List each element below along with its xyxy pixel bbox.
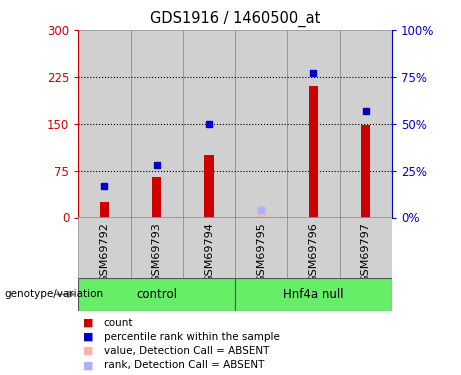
- Bar: [183, 30, 235, 217]
- Text: genotype/variation: genotype/variation: [5, 290, 104, 299]
- Text: control: control: [136, 288, 177, 301]
- Text: Hnf4a null: Hnf4a null: [283, 288, 344, 301]
- Bar: [204, 155, 214, 218]
- Bar: [361, 125, 371, 217]
- Bar: [183, 217, 235, 278]
- Text: GSM69793: GSM69793: [152, 222, 162, 283]
- Text: ■: ■: [83, 346, 94, 356]
- Text: ■: ■: [83, 360, 94, 370]
- Bar: [340, 30, 392, 217]
- Bar: [78, 30, 130, 217]
- Bar: [235, 30, 287, 217]
- Bar: [152, 177, 161, 218]
- Bar: [100, 202, 109, 217]
- Text: GSM69797: GSM69797: [361, 222, 371, 283]
- Bar: [256, 208, 266, 218]
- Text: GSM69795: GSM69795: [256, 222, 266, 283]
- Text: rank, Detection Call = ABSENT: rank, Detection Call = ABSENT: [104, 360, 264, 370]
- Text: ■: ■: [83, 318, 94, 327]
- Text: percentile rank within the sample: percentile rank within the sample: [104, 332, 280, 342]
- Bar: [78, 217, 130, 278]
- Text: GSM69796: GSM69796: [308, 222, 319, 283]
- Bar: [235, 217, 287, 278]
- Text: GSM69792: GSM69792: [100, 222, 110, 283]
- Bar: [235, 278, 392, 311]
- Bar: [78, 278, 235, 311]
- Bar: [130, 217, 183, 278]
- Bar: [287, 30, 340, 217]
- Bar: [309, 86, 318, 218]
- Title: GDS1916 / 1460500_at: GDS1916 / 1460500_at: [150, 11, 320, 27]
- Bar: [287, 217, 340, 278]
- Bar: [340, 217, 392, 278]
- Text: GSM69794: GSM69794: [204, 222, 214, 283]
- Bar: [130, 30, 183, 217]
- Text: ■: ■: [83, 332, 94, 342]
- Text: count: count: [104, 318, 133, 327]
- Text: value, Detection Call = ABSENT: value, Detection Call = ABSENT: [104, 346, 269, 356]
